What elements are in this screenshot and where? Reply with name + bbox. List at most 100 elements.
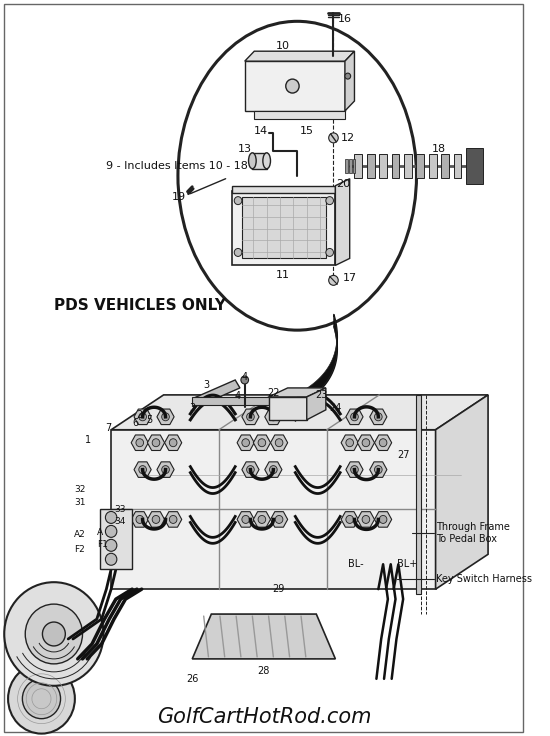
Polygon shape	[254, 111, 345, 119]
Text: 3: 3	[204, 380, 210, 390]
Text: F1: F1	[97, 539, 108, 549]
Circle shape	[242, 515, 250, 523]
Polygon shape	[336, 179, 350, 266]
Polygon shape	[134, 409, 151, 425]
Circle shape	[136, 515, 144, 523]
Polygon shape	[341, 512, 358, 527]
Text: PDS VEHICLES ONLY: PDS VEHICLES ONLY	[54, 298, 226, 313]
Circle shape	[351, 466, 358, 473]
Polygon shape	[252, 153, 267, 169]
Polygon shape	[242, 462, 259, 478]
Polygon shape	[254, 435, 271, 450]
Circle shape	[375, 413, 382, 421]
Polygon shape	[157, 462, 174, 478]
Polygon shape	[346, 409, 363, 425]
Polygon shape	[245, 52, 354, 61]
Polygon shape	[192, 614, 336, 659]
Text: 14: 14	[254, 126, 268, 136]
Circle shape	[136, 439, 144, 447]
Text: 4: 4	[241, 372, 248, 382]
Circle shape	[379, 439, 387, 447]
Circle shape	[275, 515, 283, 523]
Polygon shape	[111, 430, 436, 589]
Circle shape	[258, 515, 266, 523]
Text: 2: 2	[136, 410, 143, 420]
Text: 10: 10	[276, 41, 290, 52]
Circle shape	[106, 526, 117, 537]
Text: A2: A2	[74, 530, 85, 539]
Circle shape	[106, 539, 117, 551]
Circle shape	[275, 439, 283, 447]
Circle shape	[162, 466, 169, 473]
Polygon shape	[441, 154, 449, 177]
Text: 33: 33	[114, 505, 125, 514]
Polygon shape	[358, 435, 375, 450]
Text: 32: 32	[74, 485, 85, 494]
Circle shape	[152, 439, 160, 447]
Polygon shape	[268, 397, 307, 420]
Text: 7: 7	[105, 422, 112, 433]
Circle shape	[351, 413, 358, 421]
Text: A: A	[97, 528, 103, 537]
Polygon shape	[268, 388, 326, 397]
Circle shape	[42, 622, 65, 646]
Circle shape	[139, 413, 146, 421]
Text: 12: 12	[341, 133, 355, 143]
Text: 29: 29	[272, 584, 284, 594]
Text: 18: 18	[431, 144, 446, 154]
Polygon shape	[147, 512, 164, 527]
Polygon shape	[436, 395, 488, 589]
Polygon shape	[345, 52, 354, 111]
Circle shape	[246, 413, 254, 421]
Polygon shape	[379, 154, 387, 177]
Polygon shape	[254, 512, 271, 527]
Text: 16: 16	[338, 14, 352, 24]
Circle shape	[8, 664, 75, 734]
Text: Through Frame: Through Frame	[436, 523, 509, 532]
Text: 6: 6	[132, 418, 138, 428]
Text: GolfCartHotRod.com: GolfCartHotRod.com	[157, 707, 371, 726]
Polygon shape	[131, 435, 149, 450]
Polygon shape	[232, 185, 336, 193]
Polygon shape	[164, 512, 182, 527]
Text: 4: 4	[235, 391, 241, 401]
Text: 11: 11	[276, 270, 290, 280]
Circle shape	[169, 439, 177, 447]
Circle shape	[139, 466, 146, 473]
Circle shape	[362, 439, 370, 447]
Polygon shape	[429, 154, 437, 177]
Text: 5: 5	[146, 415, 152, 425]
Polygon shape	[192, 397, 268, 405]
Circle shape	[152, 515, 160, 523]
Circle shape	[234, 197, 242, 205]
Circle shape	[4, 582, 103, 686]
Circle shape	[106, 512, 117, 523]
Circle shape	[270, 413, 277, 421]
Ellipse shape	[178, 21, 416, 330]
Polygon shape	[466, 148, 483, 184]
Text: BL+: BL+	[398, 559, 417, 569]
Polygon shape	[242, 409, 259, 425]
Text: Key Switch Harness: Key Switch Harness	[436, 574, 532, 584]
Text: 3: 3	[189, 403, 195, 413]
Polygon shape	[353, 159, 355, 173]
Polygon shape	[392, 154, 399, 177]
Circle shape	[329, 133, 338, 143]
Polygon shape	[375, 512, 392, 527]
Text: 13: 13	[238, 144, 252, 154]
Circle shape	[234, 249, 242, 256]
Polygon shape	[354, 154, 362, 177]
Text: 20: 20	[336, 179, 350, 188]
Polygon shape	[454, 154, 461, 177]
Circle shape	[25, 604, 82, 664]
Circle shape	[246, 466, 254, 473]
Polygon shape	[232, 191, 336, 266]
Polygon shape	[367, 154, 375, 177]
Text: To Pedal Box: To Pedal Box	[436, 534, 497, 545]
Polygon shape	[345, 159, 348, 173]
Polygon shape	[307, 388, 326, 420]
Text: 31: 31	[74, 498, 85, 507]
Circle shape	[258, 439, 266, 447]
Text: 9 - Includes Items 10 - 18: 9 - Includes Items 10 - 18	[106, 160, 248, 171]
Polygon shape	[404, 154, 412, 177]
